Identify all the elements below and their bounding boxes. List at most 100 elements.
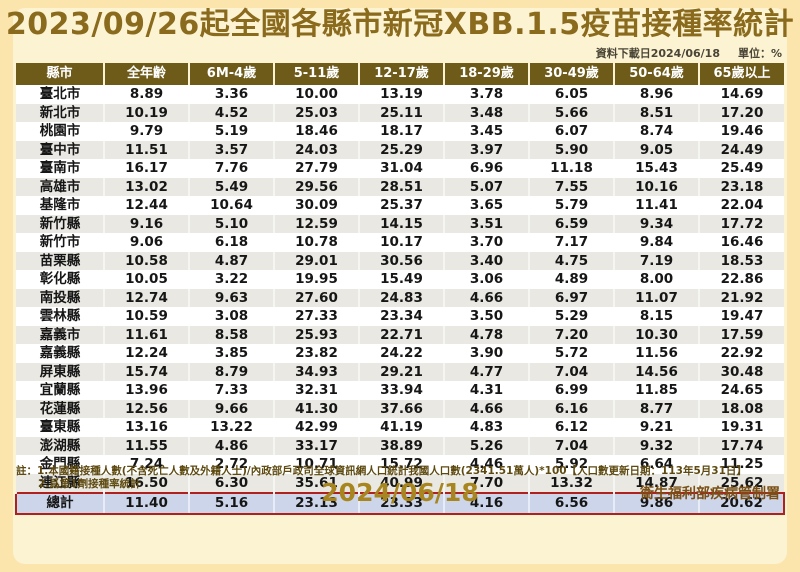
value-cell: 17.20 bbox=[698, 103, 784, 122]
footnote-1: 註：1.本國籍接種人數(不含死亡人數及外籍人士)/內政部戶政司全球資訊網人口統計… bbox=[16, 464, 747, 477]
county-cell: 宜蘭縣 bbox=[39, 382, 81, 398]
value-cell: 24.65 bbox=[698, 381, 784, 400]
county-cell: 彰化縣 bbox=[39, 271, 81, 287]
value-cell: 41.19 bbox=[358, 418, 444, 437]
value-cell: 23.34 bbox=[358, 307, 444, 326]
table-row: 基隆市 12.44 10.64 30.09 25.37 3.65 5.79 11.41 22.0… bbox=[16, 196, 784, 215]
value-cell: 4.87 bbox=[188, 251, 274, 270]
county-cell: 高雄市 bbox=[39, 178, 81, 195]
page-title: 2023/09/26起全國各縣市新冠XBB.1.5疫苗接種率統計 bbox=[5, 7, 795, 42]
county-cell: 新竹縣 bbox=[39, 215, 81, 232]
value-cell: 5.16 bbox=[188, 492, 274, 515]
value-cell: 10.71 bbox=[273, 455, 359, 474]
value-cell: 6.99 bbox=[528, 381, 614, 400]
value-cell: 7.04 bbox=[528, 362, 614, 381]
column-header: 12-17歲 bbox=[358, 63, 444, 85]
value-cell: 3.97 bbox=[443, 140, 529, 159]
value-cell: 3.85 bbox=[188, 344, 274, 363]
value-cell: 9.34 bbox=[613, 214, 699, 233]
column-header: 65歲以上 bbox=[698, 63, 784, 85]
value-cell: 14.87 bbox=[613, 473, 699, 493]
table-row: 高雄市 13.02 5.49 29.56 28.51 5.07 7.55 10.16 23.18 bbox=[16, 177, 784, 196]
table-row: 屏東縣 15.74 8.79 34.93 29.21 4.77 7.04 14.56 30.48 bbox=[16, 362, 784, 381]
value-cell: 3.70 bbox=[443, 233, 529, 252]
table-row: 嘉義市 11.61 8.58 25.93 22.71 4.78 7.20 10.30 17.59 bbox=[16, 325, 784, 344]
value-cell: 5.66 bbox=[528, 103, 614, 122]
value-cell: 11.61 bbox=[103, 325, 189, 344]
column-header: 18-29歲 bbox=[443, 63, 529, 85]
value-cell: 13.22 bbox=[188, 418, 274, 437]
value-cell: 7.76 bbox=[188, 159, 274, 178]
value-cell: 8.74 bbox=[613, 122, 699, 141]
value-cell: 30.09 bbox=[273, 196, 359, 215]
value-cell: 23.18 bbox=[698, 177, 784, 196]
value-cell: 25.93 bbox=[273, 325, 359, 344]
value-cell: 31.04 bbox=[358, 159, 444, 178]
value-cell: 3.51 bbox=[443, 214, 529, 233]
value-cell: 5.19 bbox=[188, 122, 274, 141]
value-cell: 3.22 bbox=[188, 270, 274, 289]
value-cell: 24.03 bbox=[273, 140, 359, 159]
value-cell: 9.79 bbox=[103, 122, 189, 141]
value-cell: 12.74 bbox=[103, 288, 189, 307]
column-header: 50-64歲 bbox=[613, 63, 699, 85]
county-cell: 連江縣 bbox=[39, 474, 81, 491]
value-cell: 7.04 bbox=[528, 436, 614, 455]
value-cell: 3.45 bbox=[443, 122, 529, 141]
value-cell: 4.86 bbox=[188, 436, 274, 455]
footer-date: 2024/06/18 bbox=[321, 477, 479, 507]
county-cell: 花蓮縣 bbox=[39, 400, 81, 417]
value-cell: 29.01 bbox=[273, 251, 359, 270]
value-cell: 4.83 bbox=[443, 418, 529, 437]
value-cell: 15.49 bbox=[358, 270, 444, 289]
column-header: 縣市 bbox=[16, 63, 104, 85]
value-cell: 29.56 bbox=[273, 177, 359, 196]
value-cell: 7.20 bbox=[528, 325, 614, 344]
value-cell: 13.96 bbox=[103, 381, 189, 400]
value-cell: 11.25 bbox=[698, 455, 784, 474]
value-cell: 16.46 bbox=[698, 233, 784, 252]
table-row: 新竹市 9.06 6.18 10.78 10.17 3.70 7.17 9.84 16.46 bbox=[16, 233, 784, 252]
value-cell: 16.17 bbox=[103, 159, 189, 178]
value-cell: 25.49 bbox=[698, 159, 784, 178]
value-cell: 24.49 bbox=[698, 140, 784, 159]
value-cell: 29.21 bbox=[358, 362, 444, 381]
column-header: 全年齡 bbox=[103, 63, 189, 85]
value-cell: 24.22 bbox=[358, 344, 444, 363]
value-cell: 22.04 bbox=[698, 196, 784, 215]
value-cell: 3.90 bbox=[443, 344, 529, 363]
value-cell: 11.85 bbox=[613, 381, 699, 400]
value-cell: 6.59 bbox=[528, 214, 614, 233]
table-row: 花蓮縣 12.56 9.66 41.30 37.66 4.66 6.16 8.77 18.08 bbox=[16, 399, 784, 418]
value-cell: 9.66 bbox=[188, 399, 274, 418]
table-row: 臺東縣 13.16 13.22 42.99 41.19 4.83 6.12 9.21 19.31 bbox=[16, 418, 784, 437]
value-cell: 9.84 bbox=[613, 233, 699, 252]
value-cell: 11.07 bbox=[613, 288, 699, 307]
table-row: 臺北市 8.89 3.36 10.00 13.19 3.78 6.05 8.96 14.69 bbox=[16, 85, 784, 104]
value-cell: 8.51 bbox=[613, 103, 699, 122]
table-row: 彰化縣 10.05 3.22 19.95 15.49 3.06 4.89 8.00 22.86 bbox=[16, 270, 784, 289]
value-cell: 6.05 bbox=[528, 85, 614, 104]
value-cell: 4.52 bbox=[188, 103, 274, 122]
value-cell: 23.13 bbox=[273, 492, 359, 515]
table-row: 臺中市 11.51 3.57 24.03 25.29 3.97 5.90 9.05 24.49 bbox=[16, 140, 784, 159]
value-cell: 38.89 bbox=[358, 436, 444, 455]
value-cell: 13.32 bbox=[528, 473, 614, 493]
county-cell: 臺中市 bbox=[39, 141, 81, 158]
county-cell: 嘉義縣 bbox=[39, 345, 81, 361]
value-cell: 3.65 bbox=[443, 196, 529, 215]
value-cell: 15.72 bbox=[358, 455, 444, 474]
value-cell: 25.11 bbox=[358, 103, 444, 122]
value-cell: 11.51 bbox=[103, 140, 189, 159]
download-date-label: 資料下載日2024/06/18 bbox=[595, 47, 720, 60]
value-cell: 10.17 bbox=[358, 233, 444, 252]
table-row: 桃園市 9.79 5.19 18.46 18.17 3.45 6.07 8.74 19.46 bbox=[16, 122, 784, 141]
table-row: 連江縣 16.50 6.30 35.61 40.99 7.70 13.32 14.87 25.6… bbox=[16, 473, 784, 493]
footnotes: 註：1.本國籍接種人數(不含死亡人數及外籍人士)/內政部戶政司全球資訊網人口統計… bbox=[16, 465, 784, 492]
value-cell: 7.24 bbox=[103, 455, 189, 474]
value-cell: 5.29 bbox=[528, 307, 614, 326]
value-cell: 6.97 bbox=[528, 288, 614, 307]
value-cell: 35.61 bbox=[273, 473, 359, 493]
value-cell: 17.59 bbox=[698, 325, 784, 344]
value-cell: 3.48 bbox=[443, 103, 529, 122]
